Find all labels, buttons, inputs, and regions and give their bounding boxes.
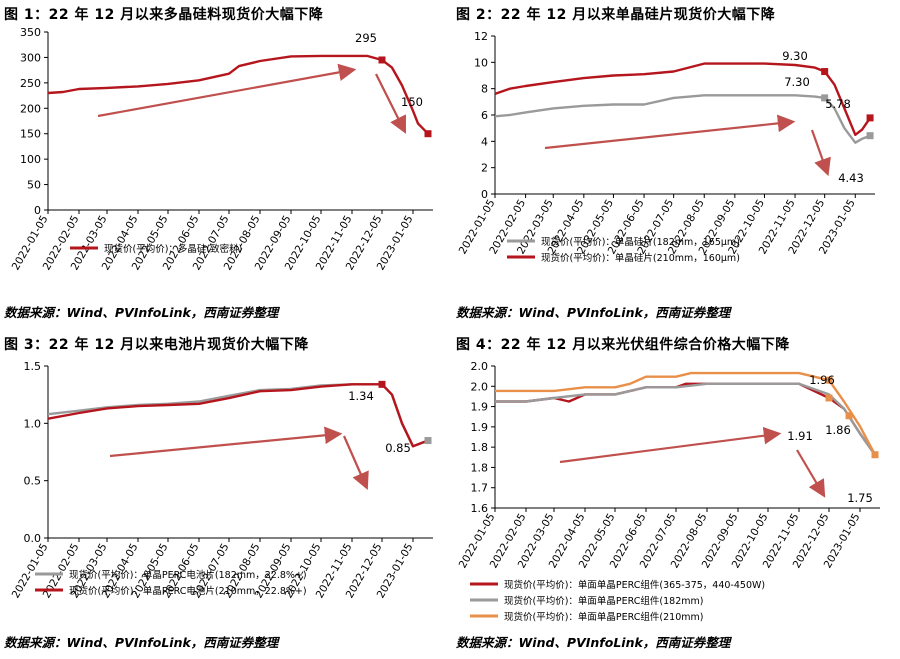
y-tick-label: 1.0 — [24, 417, 42, 430]
y-tick-label: 1.7 — [471, 482, 489, 495]
y-tick-label: 0 — [34, 204, 41, 217]
y-tick-label: 0.5 — [24, 475, 42, 488]
uptrend-arrow — [544, 114, 796, 150]
legend-label: 现货价(平均价)：单晶硅片(182mm，165μm) — [541, 236, 740, 248]
data-label: 1.75 — [847, 491, 873, 505]
data-label: 9.30 — [782, 49, 808, 63]
data-marker — [845, 412, 853, 420]
data-label: 295 — [355, 31, 377, 45]
y-tick-label: 50 — [27, 179, 41, 192]
decline-arrow — [375, 73, 406, 134]
decline-arrow — [810, 129, 831, 177]
chart-polysilicon: 0501001502002503003502022-01-052022-02-0… — [10, 26, 433, 272]
data-label: 1.34 — [348, 389, 374, 403]
y-tick-label: 10 — [474, 56, 488, 69]
y-tick-label: 350 — [20, 26, 41, 39]
legend-label: 现货价(平均价)：单面单晶PERC组件(210mm) — [504, 611, 703, 623]
y-tick-label: 300 — [20, 51, 41, 64]
y-tick-label: 6 — [481, 109, 488, 122]
data-marker — [866, 114, 874, 122]
data-marker — [821, 94, 829, 102]
data-source: 数据来源：Wind、PVInfoLink，西南证券整理 — [4, 635, 279, 650]
panel-module: 图 4：22 年 12 月以来光伏组件综合价格大幅下降 1.6 1.7 1.8 1.8… — [452, 330, 897, 659]
y-tick-label: 250 — [20, 77, 41, 90]
data-marker — [866, 132, 874, 140]
series-line — [495, 382, 876, 456]
data-marker — [821, 68, 829, 76]
y-tick-label: 1.8 — [471, 461, 489, 474]
y-tick-label: 12 — [474, 30, 488, 43]
y-tick-label: 1.8 — [471, 441, 489, 454]
data-label: 4.43 — [838, 171, 864, 185]
legend-label: 现货价(平均价)：单晶硅片(210mm，160μm) — [541, 252, 740, 264]
y-tick-label: 0.0 — [24, 532, 42, 545]
data-label: 150 — [401, 95, 423, 109]
data-marker — [825, 376, 833, 384]
series-line — [47, 383, 429, 448]
decline-arrow — [342, 435, 369, 491]
series-line — [494, 62, 872, 137]
uptrend-arrow — [559, 426, 782, 464]
data-marker — [424, 130, 432, 138]
y-tick-label: 200 — [20, 102, 41, 115]
data-source: 数据来源：Wind、PVInfoLink，西南证券整理 — [456, 635, 731, 650]
data-label: 1.91 — [787, 429, 813, 443]
data-label: 1.96 — [809, 373, 835, 387]
data-source: 数据来源：Wind、PVInfoLink，西南证券整理 — [456, 305, 731, 320]
y-tick-label: 2 — [481, 162, 488, 175]
data-marker — [424, 437, 432, 445]
y-tick-label: 100 — [20, 153, 41, 166]
series-line — [494, 94, 871, 144]
y-tick-label: 0 — [481, 188, 488, 201]
y-tick-label: 4 — [481, 135, 488, 148]
y-tick-label: 1.9 — [471, 421, 489, 434]
legend-label: 现货价(平均价)：多晶硅(致密料) — [104, 243, 242, 255]
data-marker — [378, 380, 386, 388]
data-label: 1.86 — [825, 423, 851, 437]
y-tick-label: 1.6 — [471, 502, 489, 515]
chart-cell: 0.00.51.01.52022-01-052022-02-052022-03-… — [10, 360, 433, 600]
data-label: 0.85 — [385, 441, 411, 455]
data-marker — [871, 451, 879, 459]
data-label: 7.30 — [784, 75, 810, 89]
legend-label: 现货价(平均价)：单面单晶PERC组件(182mm) — [504, 595, 703, 607]
panel-cell: 图 3：22 年 12 月以来电池片现货价大幅下降 0.0 0.5 1.0 1.5 20… — [0, 330, 445, 659]
chart-wafer: 0246810122022-01-052022-02-052022-03-052… — [457, 30, 875, 264]
data-marker — [825, 394, 833, 402]
series-line — [495, 382, 876, 456]
legend-label: 现货价(平均价)：单晶PERC电池片(182mm，22.8%+) — [69, 569, 307, 581]
data-marker — [378, 56, 386, 64]
uptrend-arrow — [109, 426, 343, 458]
y-tick-label: 8 — [481, 83, 488, 96]
uptrend-arrow — [97, 63, 357, 118]
figure-title: 图 1：22 年 12 月以来多晶硅料现货价大幅下降 — [4, 7, 324, 23]
y-tick-label: 2.0 — [471, 380, 489, 393]
series-line — [495, 371, 877, 456]
panel-wafer: 图 2：22 年 12 月以来单晶硅片现货价大幅下降 0 2 4 6 8 10 12 2022… — [452, 0, 897, 329]
series-line — [47, 54, 429, 135]
data-source: 数据来源：Wind、PVInfoLink，西南证券整理 — [4, 305, 279, 320]
panel-polysilicon: 图 1：22 年 12 月以来多晶硅料现货价大幅下降 0 50 100 150 200 2… — [0, 0, 445, 329]
y-tick-label: 2.0 — [471, 360, 489, 373]
legend-label: 现货价(平均价)：单面单晶PERC组件(365-375，440-450W) — [504, 579, 765, 591]
figure-title: 图 2：22 年 12 月以来单晶硅片现货价大幅下降 — [456, 7, 776, 23]
legend-label: 现货价(平均价)：单晶PERC电池片(210mm，22.8%+) — [69, 585, 307, 597]
y-tick-label: 150 — [20, 128, 41, 141]
y-tick-label: 1.5 — [24, 360, 42, 373]
figure-title: 图 4：22 年 12 月以来光伏组件综合价格大幅下降 — [456, 337, 790, 353]
y-tick-label: 1.9 — [471, 401, 489, 414]
data-label: 5.78 — [825, 97, 851, 111]
decline-arrow — [796, 449, 826, 498]
figure-title: 图 3：22 年 12 月以来电池片现货价大幅下降 — [4, 337, 309, 353]
chart-module: 1.61.71.81.81.91.92.02.02022-01-052022-0… — [457, 360, 880, 623]
